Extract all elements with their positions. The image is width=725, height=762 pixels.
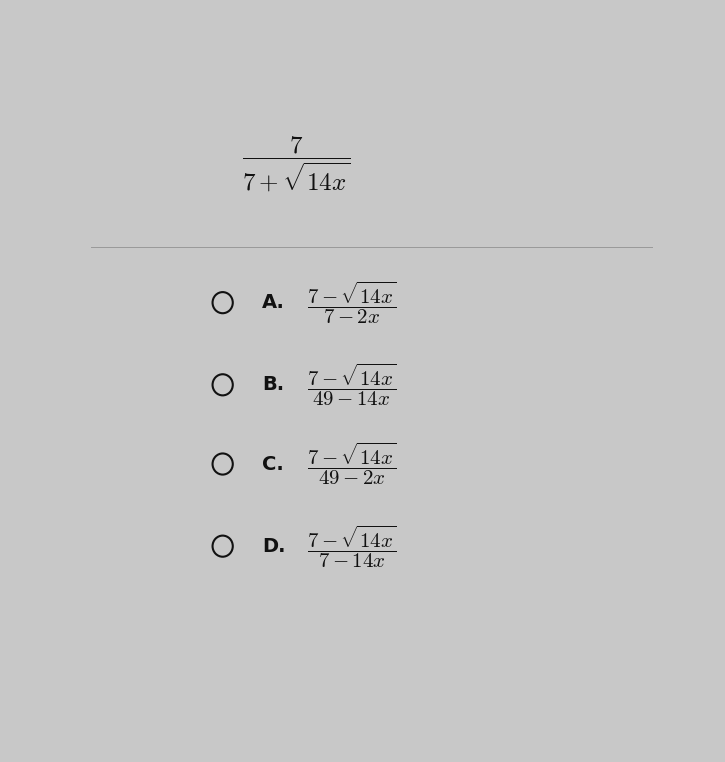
Text: A.: A.: [262, 293, 285, 312]
Text: B.: B.: [262, 376, 284, 394]
Text: $\dfrac{7 - \sqrt{14x}}{7 - 2x}$: $\dfrac{7 - \sqrt{14x}}{7 - 2x}$: [307, 280, 397, 326]
Text: $\dfrac{7}{7 + \sqrt{14x}}$: $\dfrac{7}{7 + \sqrt{14x}}$: [242, 135, 351, 194]
Text: C.: C.: [262, 454, 283, 473]
Text: $\dfrac{7 - \sqrt{14x}}{49 - 14x}$: $\dfrac{7 - \sqrt{14x}}{49 - 14x}$: [307, 361, 397, 408]
Text: D.: D.: [262, 536, 286, 555]
Text: $\dfrac{7 - \sqrt{14x}}{49 - 2x}$: $\dfrac{7 - \sqrt{14x}}{49 - 2x}$: [307, 440, 397, 488]
Text: $\dfrac{7 - \sqrt{14x}}{7 - 14x}$: $\dfrac{7 - \sqrt{14x}}{7 - 14x}$: [307, 523, 397, 569]
